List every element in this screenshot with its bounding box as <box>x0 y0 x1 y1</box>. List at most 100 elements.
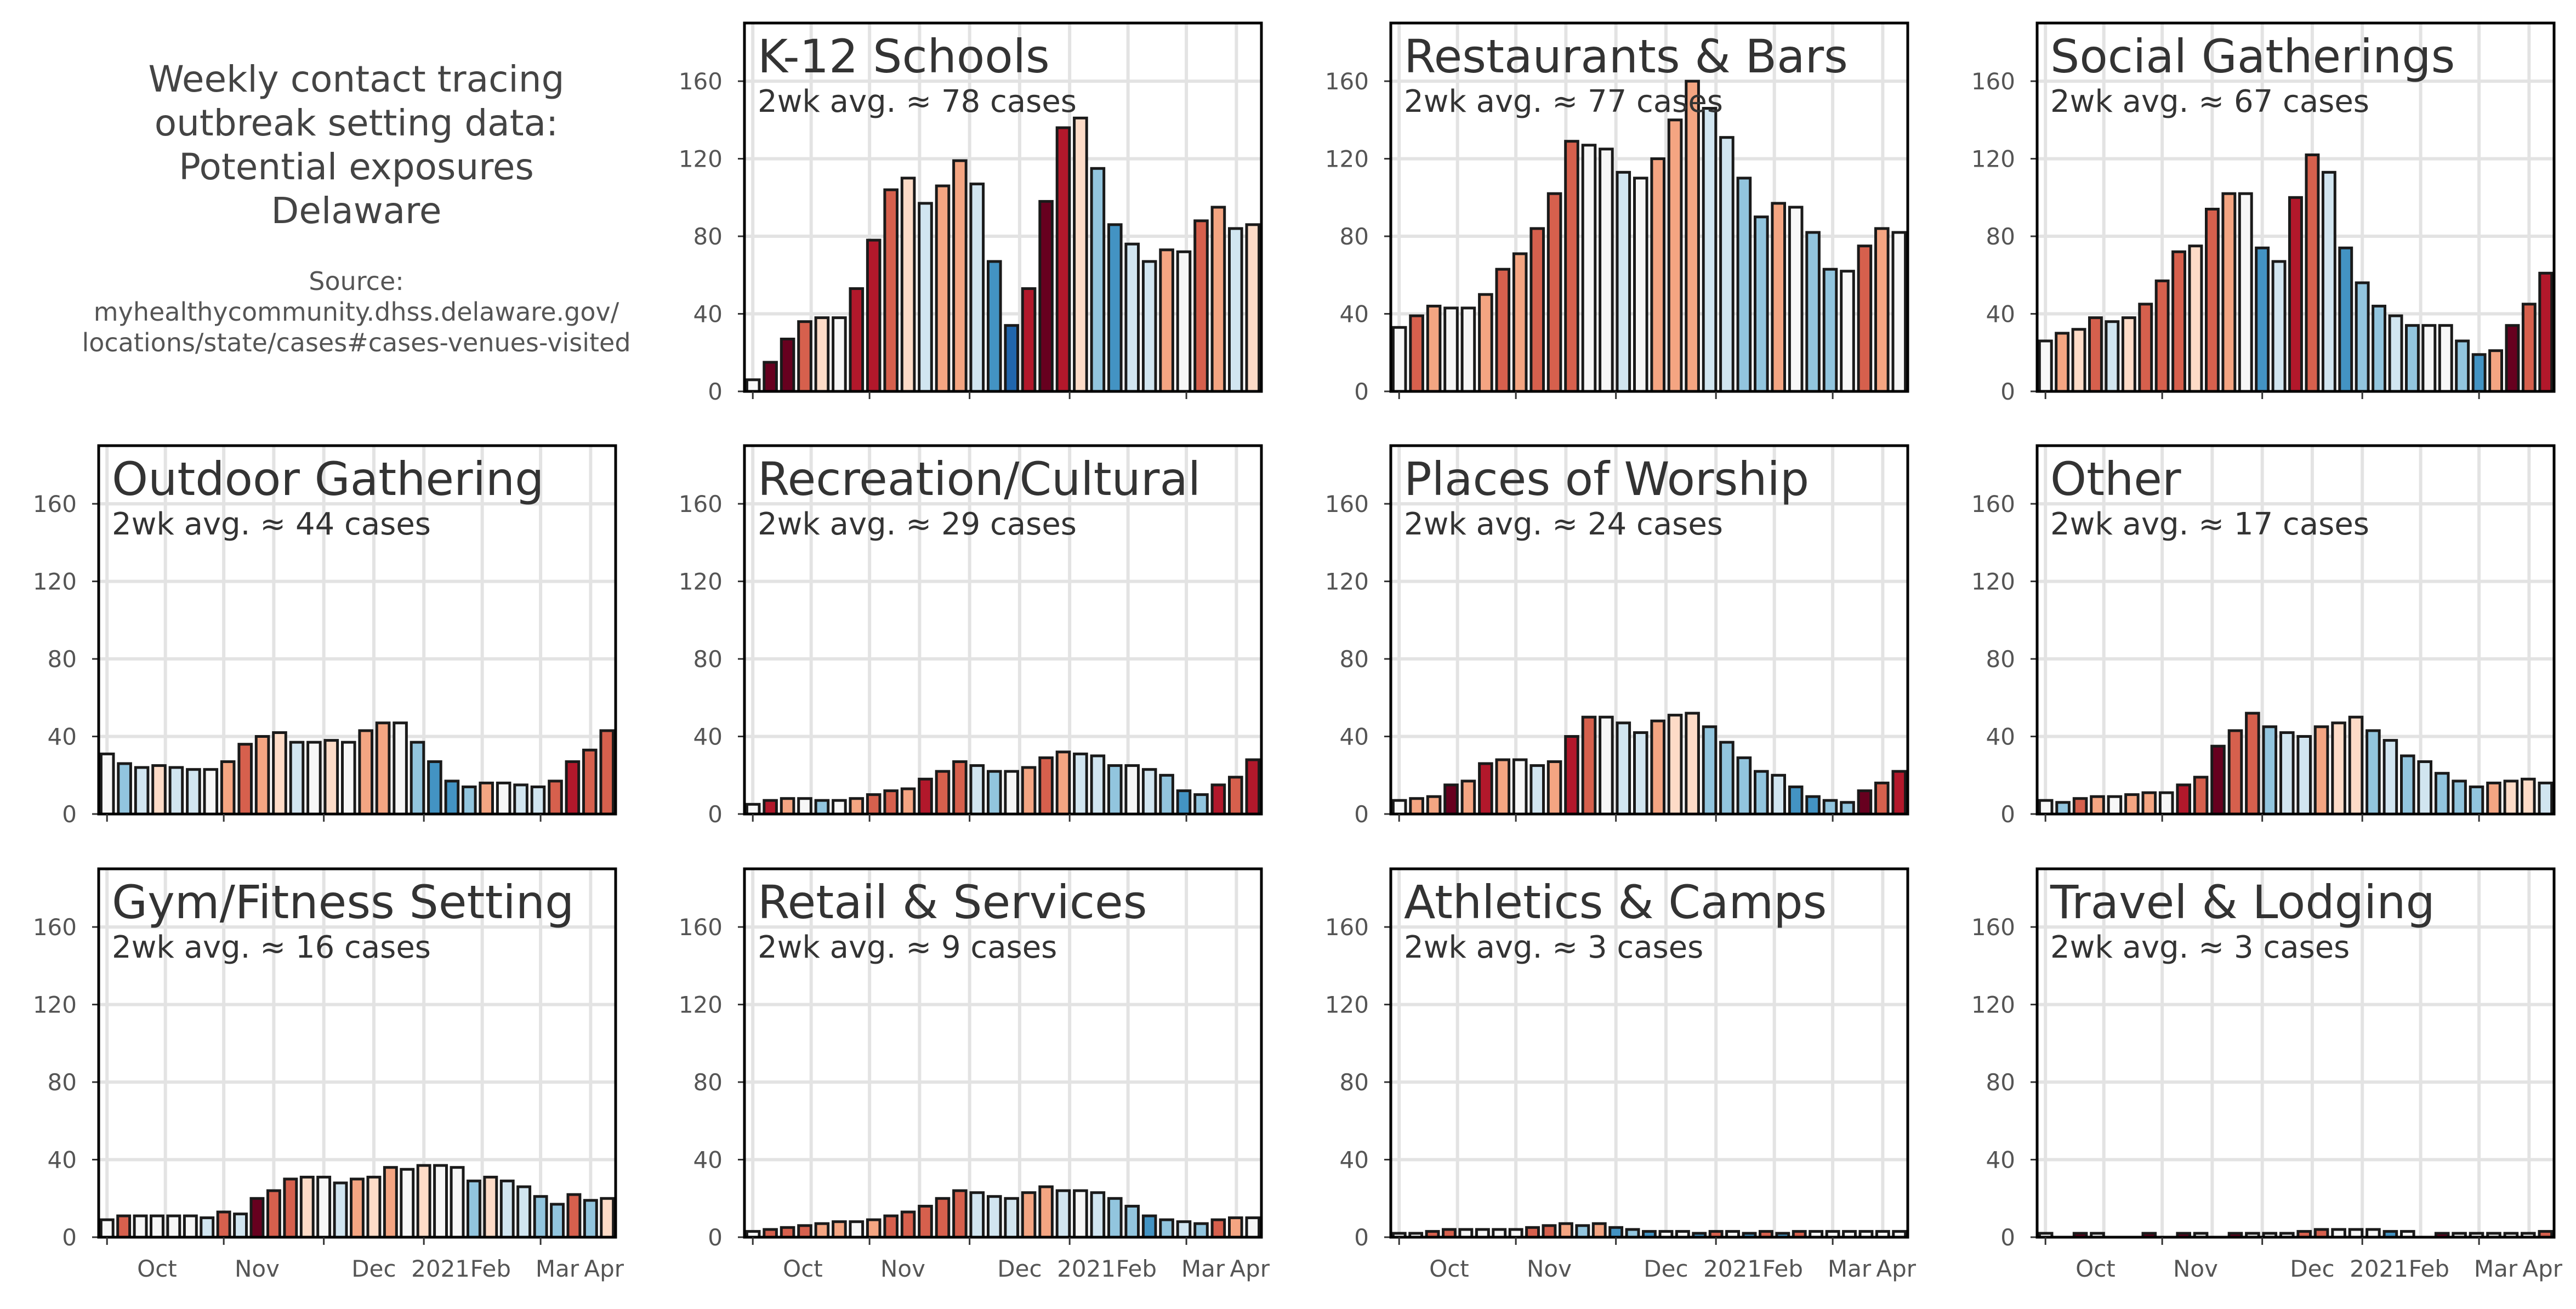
bar <box>1141 1214 1157 1239</box>
bar <box>2171 250 2187 393</box>
bar <box>1736 756 1752 816</box>
bar <box>1857 789 1873 816</box>
y-tick-label: 160 <box>33 491 77 517</box>
bar <box>1141 260 1157 393</box>
bar <box>987 770 1002 816</box>
bar <box>186 768 201 816</box>
bar <box>134 766 150 816</box>
bar <box>400 1168 415 1239</box>
bar <box>1546 192 1562 393</box>
bar <box>1021 287 1037 393</box>
y-tick-label: 0 <box>62 1224 77 1251</box>
bar <box>1124 242 1140 393</box>
panel-subtitle: 2wk avg. ≈ 9 cases <box>758 930 1057 965</box>
panel-title: Social Gatherings <box>2050 30 2455 83</box>
plot-frame <box>1389 21 1909 393</box>
x-tick-label: Mar <box>1181 1255 1225 1282</box>
y-tick-label: 0 <box>1354 378 1369 405</box>
bar <box>1426 795 1442 816</box>
bar <box>952 159 968 393</box>
panel-title: Travel & Lodging <box>2050 875 2435 929</box>
bar <box>918 777 933 816</box>
bar <box>2538 271 2554 393</box>
bar <box>416 1164 431 1239</box>
bar <box>969 764 985 816</box>
y-tick-label: 0 <box>708 1224 723 1251</box>
bar <box>1599 147 1614 393</box>
bar <box>1038 200 1054 393</box>
bar <box>763 799 778 816</box>
y-tick-label: 80 <box>48 1069 77 1096</box>
bar <box>583 1199 598 1239</box>
bar <box>2176 783 2191 816</box>
bar <box>987 260 1002 393</box>
bar <box>2321 170 2336 393</box>
bar <box>1874 227 1890 393</box>
bar <box>952 1189 968 1239</box>
bar <box>1822 799 1838 816</box>
bar <box>2355 281 2370 393</box>
bar <box>1650 157 1665 393</box>
plot-frame <box>1389 444 1909 816</box>
y-tick-label: 160 <box>1971 914 2015 941</box>
y-tick-label: 160 <box>679 68 723 95</box>
y-tick-label: 40 <box>1340 301 1369 328</box>
bar <box>1667 118 1683 393</box>
bar <box>2055 332 2070 393</box>
bar <box>600 1197 615 1239</box>
bar <box>2521 777 2536 816</box>
bar <box>1788 206 1804 393</box>
bar <box>2105 320 2120 393</box>
panel-subtitle: 2wk avg. ≈ 3 cases <box>1404 930 1703 965</box>
x-tick-label: Nov <box>235 1255 280 1282</box>
bar <box>780 1226 795 1239</box>
y-tick-label: 0 <box>2000 378 2015 405</box>
bar <box>1616 170 1631 393</box>
bar <box>582 748 598 816</box>
bar <box>323 739 339 816</box>
bar <box>1874 781 1890 816</box>
bar <box>1702 725 1718 816</box>
bar <box>1685 79 1700 393</box>
bar <box>530 786 546 816</box>
panel-subtitle: 2wk avg. ≈ 29 cases <box>758 506 1077 542</box>
bar <box>1460 779 1476 816</box>
bar <box>1159 248 1174 393</box>
bar <box>341 741 356 816</box>
bar <box>763 361 778 393</box>
bar <box>1073 1189 1088 1239</box>
bar <box>2417 760 2432 816</box>
bar <box>952 760 968 816</box>
y-tick-label: 40 <box>1986 301 2015 328</box>
bar <box>883 188 899 393</box>
bar <box>2188 244 2203 393</box>
bar <box>1193 1222 1209 1239</box>
bar <box>918 1204 933 1239</box>
y-tick-label: 0 <box>708 378 723 405</box>
bar <box>2245 712 2260 816</box>
bar <box>516 1185 532 1239</box>
x-tick-label: Feb <box>1762 1255 1803 1282</box>
bar <box>1090 167 1106 393</box>
panel-title: Restaurants & Bars <box>1404 30 1848 83</box>
bar <box>433 1164 448 1239</box>
y-tick-label: 40 <box>1986 1147 2015 1174</box>
bar <box>496 781 511 816</box>
bar <box>1245 758 1261 816</box>
bar <box>797 320 812 393</box>
bar <box>1754 215 1769 393</box>
bar <box>1038 756 1054 816</box>
y-tick-label: 120 <box>1325 568 1369 595</box>
y-tick-label: 160 <box>1325 914 1369 941</box>
bar <box>2193 776 2209 816</box>
bar <box>866 238 882 393</box>
bar <box>1771 202 1786 393</box>
x-tick-label: Feb <box>470 1255 511 1282</box>
bar <box>375 721 391 816</box>
bar <box>1124 764 1140 816</box>
panel-title: Places of Worship <box>1404 452 1809 506</box>
chart-panel: 0 40 80 120 160 Oct Nov Dec 2021 Feb Mar Apr Travel … <box>1971 867 2563 1282</box>
bar <box>220 760 236 816</box>
